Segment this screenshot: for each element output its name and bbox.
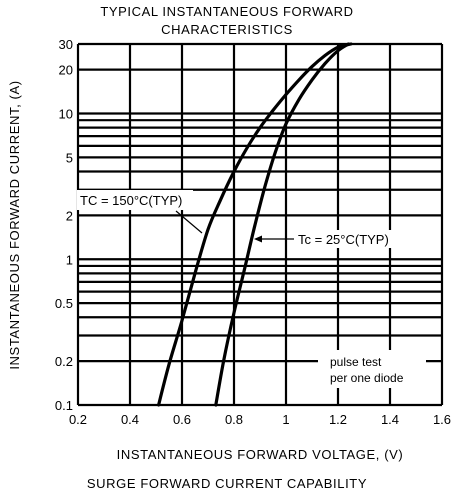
arrowhead-25c	[254, 235, 262, 243]
y-tick-label: 0.5	[55, 296, 73, 311]
grid	[76, 42, 444, 407]
y-tick-label: 1	[66, 252, 73, 267]
x-tick-label: 0.4	[121, 412, 139, 427]
series-label-150c: TC = 150°C(TYP)	[80, 193, 182, 208]
x-tick-label: 1.6	[433, 412, 451, 427]
label-background-25c	[296, 230, 400, 248]
series-line-25c	[214, 42, 350, 407]
x-tick-label: 1.4	[381, 412, 399, 427]
leader-line-150c	[175, 210, 203, 234]
x-tick-label: 1.2	[329, 412, 347, 427]
y-tick-label: 0.2	[55, 354, 73, 369]
x-tick-label: 0.6	[173, 412, 191, 427]
y-tick-label: 20	[59, 63, 73, 78]
series-label-25c: Tc = 25°C(TYP)	[298, 232, 389, 247]
y-axis-title: INSTANTANEOUS FORWARD CURRENT, (A)	[7, 80, 22, 369]
y-tick-label: 2	[66, 208, 73, 223]
y-tick-label: 10	[59, 107, 73, 122]
y-tick-label: 30	[59, 37, 73, 52]
chart-title-line2: CHARACTERISTICS	[161, 22, 293, 37]
y-tick-label: 0.1	[55, 398, 73, 413]
curves	[157, 42, 353, 407]
x-tick-label: 1	[282, 412, 289, 427]
series-line-150c	[157, 42, 353, 407]
x-tick-label: 0.8	[225, 412, 243, 427]
y-tick-label: 5	[66, 150, 73, 165]
note-per-one-diode: per one diode	[330, 371, 404, 385]
chart-title-line1: TYPICAL INSTANTANEOUS FORWARD	[100, 4, 354, 19]
note-pulse-test: pulse test	[330, 355, 382, 369]
note-background	[318, 350, 426, 388]
x-axis-title: INSTANTANEOUS FORWARD VOLTAGE, (V)	[117, 447, 404, 462]
footer-caption: SURGE FORWARD CURRENT CAPABILITY	[86, 476, 368, 491]
x-tick-label: 0.2	[69, 412, 87, 427]
label-background-150c	[77, 190, 193, 210]
